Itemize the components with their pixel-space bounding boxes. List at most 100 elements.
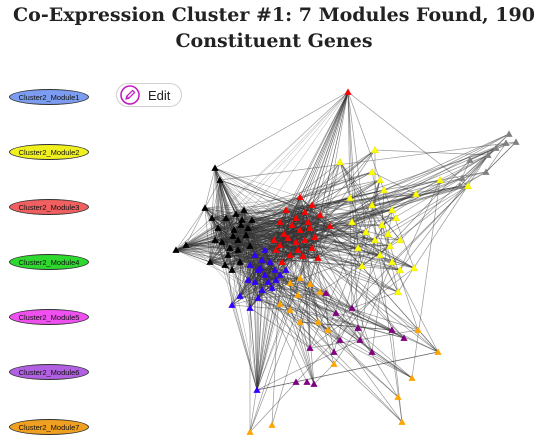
gene-node-blue[interactable] (254, 294, 262, 301)
gene-node-blue[interactable] (251, 278, 259, 285)
gene-node-orange[interactable] (398, 418, 406, 425)
gene-node-black[interactable] (222, 214, 230, 221)
gene-node-red[interactable] (286, 251, 294, 258)
gene-node-blue[interactable] (276, 271, 284, 278)
gene-node-yellow[interactable] (384, 229, 392, 238)
gene-node-red[interactable] (288, 221, 296, 228)
gene-node-blue[interactable] (244, 276, 252, 283)
gene-node-yellow[interactable] (376, 175, 384, 184)
gene-node-blue[interactable] (256, 264, 264, 271)
gene-node-yellow[interactable] (396, 265, 404, 274)
gene-node-orange[interactable] (414, 326, 422, 333)
gene-node-orange[interactable] (434, 348, 442, 355)
gene-node-yellow[interactable] (371, 145, 379, 154)
gene-node-black[interactable] (228, 266, 236, 273)
gene-node-blue[interactable] (251, 251, 259, 258)
gene-node-yellow[interactable] (358, 261, 366, 270)
gene-node-red[interactable] (270, 236, 278, 243)
gene-node-red[interactable] (296, 226, 304, 233)
gene-node-orange[interactable] (394, 393, 402, 400)
legend-item-module2[interactable]: Cluster2_Module2 (9, 144, 89, 160)
gene-node-red[interactable] (292, 214, 300, 221)
gene-node-yellow[interactable] (388, 205, 396, 214)
gene-node-yellow[interactable] (348, 217, 356, 226)
gene-node-gray[interactable] (505, 130, 513, 137)
gene-node-blue[interactable] (236, 292, 244, 299)
gene-node-gray[interactable] (502, 139, 510, 146)
gene-node-black[interactable] (234, 246, 242, 253)
gene-node-red[interactable] (272, 246, 280, 253)
gene-node-orange[interactable] (286, 306, 294, 313)
gene-node-black[interactable] (242, 231, 250, 238)
gene-node-orange[interactable] (316, 288, 324, 295)
gene-node-red[interactable] (294, 246, 302, 253)
gene-node-black[interactable] (234, 236, 242, 243)
gene-node-yellow[interactable] (394, 287, 402, 296)
gene-node-orange[interactable] (324, 326, 332, 333)
gene-node-red[interactable] (304, 218, 312, 225)
legend-item-module5[interactable]: Cluster2_Module5 (9, 309, 89, 325)
gene-node-yellow[interactable] (371, 235, 379, 244)
gene-node-blue[interactable] (264, 278, 272, 285)
gene-node-red[interactable] (314, 254, 322, 261)
gene-node-orange[interactable] (268, 421, 276, 428)
gene-node-black[interactable] (182, 241, 190, 248)
legend-item-module1[interactable]: Cluster2_Module1 (9, 89, 89, 105)
gene-node-black[interactable] (224, 251, 232, 258)
gene-node-red[interactable] (280, 230, 288, 237)
gene-node-red[interactable] (311, 233, 319, 240)
gene-node-black[interactable] (237, 221, 245, 228)
gene-node-yellow[interactable] (388, 257, 396, 266)
gene-node-gray[interactable] (484, 151, 492, 158)
gene-node-purple[interactable] (306, 344, 314, 351)
gene-node-yellow[interactable] (386, 241, 394, 250)
gene-node-black[interactable] (238, 216, 246, 223)
gene-node-yellow[interactable] (368, 167, 376, 176)
gene-node-black[interactable] (206, 258, 214, 265)
gene-node-blue[interactable] (258, 256, 266, 263)
gene-node-red[interactable] (299, 252, 307, 259)
gene-node-black[interactable] (240, 206, 248, 213)
gene-node-black[interactable] (236, 258, 244, 265)
gene-node-black[interactable] (229, 232, 237, 239)
gene-node-black[interactable] (216, 176, 224, 183)
gene-node-black[interactable] (244, 224, 252, 231)
legend-item-module7[interactable]: Cluster2_Module7 (9, 419, 89, 435)
gene-node-black[interactable] (248, 216, 256, 223)
gene-node-orange[interactable] (294, 291, 302, 298)
gene-node-orange[interactable] (306, 280, 314, 287)
gene-node-purple[interactable] (303, 378, 311, 385)
gene-node-yellow[interactable] (368, 200, 376, 209)
legend-item-module4[interactable]: Cluster2_Module4 (9, 254, 89, 270)
gene-node-black[interactable] (211, 236, 219, 243)
gene-node-yellow[interactable] (354, 243, 362, 252)
legend-item-module3[interactable]: Cluster2_Module3 (9, 199, 89, 215)
gene-node-yellow[interactable] (410, 263, 418, 272)
gene-node-purple[interactable] (400, 334, 408, 341)
gene-node-red[interactable] (282, 206, 290, 213)
gene-node-black[interactable] (208, 214, 216, 221)
gene-node-gray[interactable] (466, 156, 474, 163)
gene-node-red[interactable] (316, 211, 324, 218)
gene-node-purple[interactable] (310, 380, 318, 387)
gene-node-red[interactable] (344, 88, 352, 95)
gene-node-blue[interactable] (258, 286, 266, 293)
gene-node-red[interactable] (276, 241, 284, 248)
gene-node-blue[interactable] (268, 284, 276, 291)
gene-node-blue[interactable] (261, 246, 269, 253)
gene-node-orange[interactable] (296, 318, 304, 325)
gene-node-orange[interactable] (296, 274, 304, 281)
gene-node-black[interactable] (232, 210, 240, 217)
gene-node-black[interactable] (246, 242, 254, 249)
gene-node-red[interactable] (308, 201, 316, 208)
gene-node-red[interactable] (306, 224, 314, 231)
gene-node-orange[interactable] (408, 374, 416, 381)
gene-node-orange[interactable] (276, 300, 284, 307)
gene-node-yellow[interactable] (376, 250, 384, 259)
gene-node-orange[interactable] (314, 318, 322, 325)
gene-node-black[interactable] (218, 238, 226, 245)
gene-node-yellow[interactable] (346, 193, 354, 202)
gene-node-yellow[interactable] (464, 181, 472, 190)
gene-node-blue[interactable] (271, 266, 279, 273)
gene-node-orange[interactable] (286, 279, 294, 286)
